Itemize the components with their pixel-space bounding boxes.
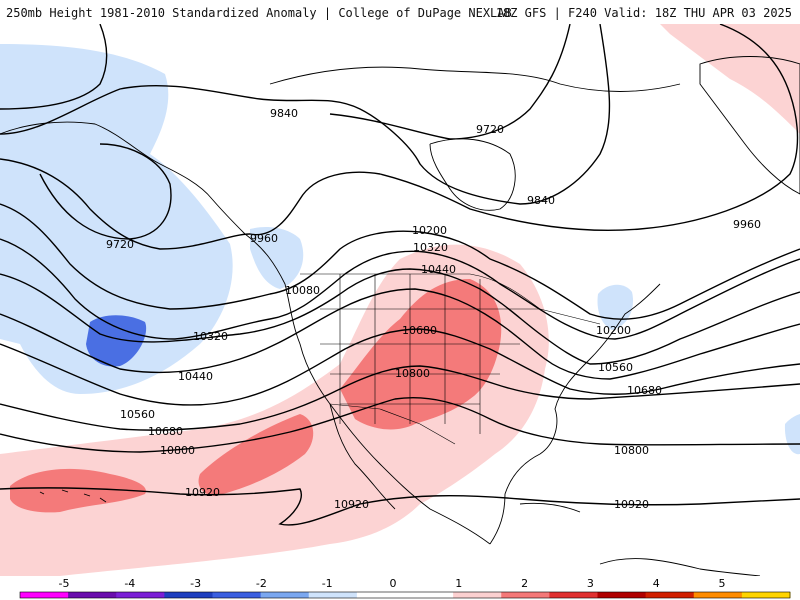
label-9960-a: 9960	[250, 232, 278, 245]
border-us-mexico	[329, 403, 456, 445]
label-10320-a: 10320	[413, 241, 448, 254]
legend-swatch	[597, 592, 647, 598]
legend-tick-label: 4	[653, 577, 660, 590]
legend-tick-label: 5	[719, 577, 726, 590]
label-10920-c: 10920	[614, 498, 649, 511]
legend-swatch	[405, 592, 454, 598]
legend-tick-label: 0	[390, 577, 397, 590]
header: 250mb Height 1981-2010 Standardized Anom…	[0, 0, 800, 24]
contour-9960	[0, 24, 799, 250]
contour-9720-alaska-low	[39, 143, 172, 240]
contour-10440	[0, 288, 800, 380]
legend-tick-label: 1	[455, 577, 462, 590]
legend-tick-label: -1	[322, 577, 333, 590]
legend-swatch	[356, 592, 406, 598]
legend-tick-label: 3	[587, 577, 594, 590]
contour-9720-center	[329, 24, 571, 140]
label-10200-b: 10200	[596, 324, 631, 337]
legend-swatch	[308, 592, 358, 598]
coast-cuba	[519, 502, 581, 513]
legend-swatch	[549, 592, 598, 598]
label-10800-b: 10800	[160, 444, 195, 457]
label-10320-b: 10320	[193, 330, 228, 343]
legend-swatch	[741, 592, 791, 598]
contour-10200	[0, 238, 800, 340]
coast-mexico-baja	[329, 403, 396, 510]
legend-swatch	[645, 592, 695, 598]
color-legend: -5 -4 -3 -2 -1 0 1 2 3 4 5	[19, 577, 791, 599]
legend-tick-label: -2	[256, 577, 267, 590]
legend-tick-label: 2	[521, 577, 528, 590]
neg-anomaly-alaska	[0, 44, 233, 394]
coast-gulf-atlantic	[489, 283, 661, 545]
legend-swatch	[212, 592, 262, 598]
neg-anomaly-pnw	[250, 227, 304, 289]
label-10560-a: 10560	[120, 408, 155, 421]
legend-swatch	[693, 592, 743, 598]
pos-anomaly-core-hawaii	[10, 468, 146, 513]
coast-hudson-bay	[429, 138, 516, 211]
label-10680-a: 10680	[402, 324, 437, 337]
pos-anomaly-ne-corner	[660, 24, 800, 134]
legend-ticks: -5 -4 -3 -2 -1 0 1 2 3 4 5	[59, 577, 726, 590]
coast-greenland	[699, 56, 800, 195]
coast-arctic	[269, 66, 681, 92]
label-10800-c: 10800	[614, 444, 649, 457]
contour-10560	[0, 328, 800, 406]
contour-10680	[0, 365, 800, 431]
legend-swatch	[68, 592, 117, 598]
label-10920-a: 10920	[185, 486, 220, 499]
label-10080: 10080	[285, 284, 320, 297]
pos-anomaly-core-pacific	[198, 414, 314, 496]
legend-outline	[19, 591, 791, 599]
legend-swatch	[116, 592, 165, 598]
neg-anomaly-alaska-core	[86, 315, 147, 367]
height-contours	[0, 24, 800, 526]
contour-labels: 9840 9720 9840 9720 9960 9960 10200 1032…	[106, 107, 761, 511]
coast-hawaii	[39, 489, 107, 503]
anomaly-shading	[0, 24, 800, 576]
label-10920-b: 10920	[334, 498, 369, 511]
map-canvas: 9840 9720 9840 9720 9960 9960 10200 1032…	[0, 24, 800, 576]
contour-10080	[0, 203, 800, 320]
label-10440-a: 10440	[421, 263, 456, 276]
label-9960-b: 9960	[733, 218, 761, 231]
label-9840-b: 9840	[527, 194, 555, 207]
legend-swatch	[20, 592, 69, 598]
legend-bar	[19, 591, 791, 599]
label-10800-a: 10800	[395, 367, 430, 380]
legend-swatch	[453, 592, 502, 598]
title-run-info: 18Z GFS | F240 Valid: 18Z THU APR 03 202…	[495, 6, 792, 20]
legend-tick-label: -3	[190, 577, 201, 590]
label-9720-a: 9720	[106, 238, 134, 251]
title-product: 250mb Height 1981-2010 Standardized Anom…	[6, 6, 512, 20]
label-10680-b: 10680	[627, 384, 662, 397]
label-10680-c: 10680	[148, 425, 183, 438]
contour-10320	[0, 268, 800, 365]
pos-anomaly-core-plains	[340, 279, 502, 430]
border-states	[320, 274, 540, 434]
contour-9840-north	[0, 24, 611, 205]
label-10200-a: 10200	[412, 224, 447, 237]
coast-alaska	[0, 121, 246, 235]
label-9840-a: 9840	[270, 107, 298, 120]
label-10440-b: 10440	[178, 370, 213, 383]
legend-tick-label: -4	[124, 577, 135, 590]
legend-swatch	[501, 592, 550, 598]
contour-10800	[0, 397, 800, 453]
legend-swatch	[164, 592, 213, 598]
neg-anomaly-east-edge	[784, 414, 800, 455]
contour-9720-west	[0, 24, 108, 110]
contour-10920-south	[0, 487, 800, 526]
label-9720-b: 9720	[476, 123, 504, 136]
legend-tick-label: -5	[59, 577, 70, 590]
legend-swatch	[260, 592, 310, 598]
label-10560-b: 10560	[598, 361, 633, 374]
coast-south-america	[599, 558, 761, 576]
